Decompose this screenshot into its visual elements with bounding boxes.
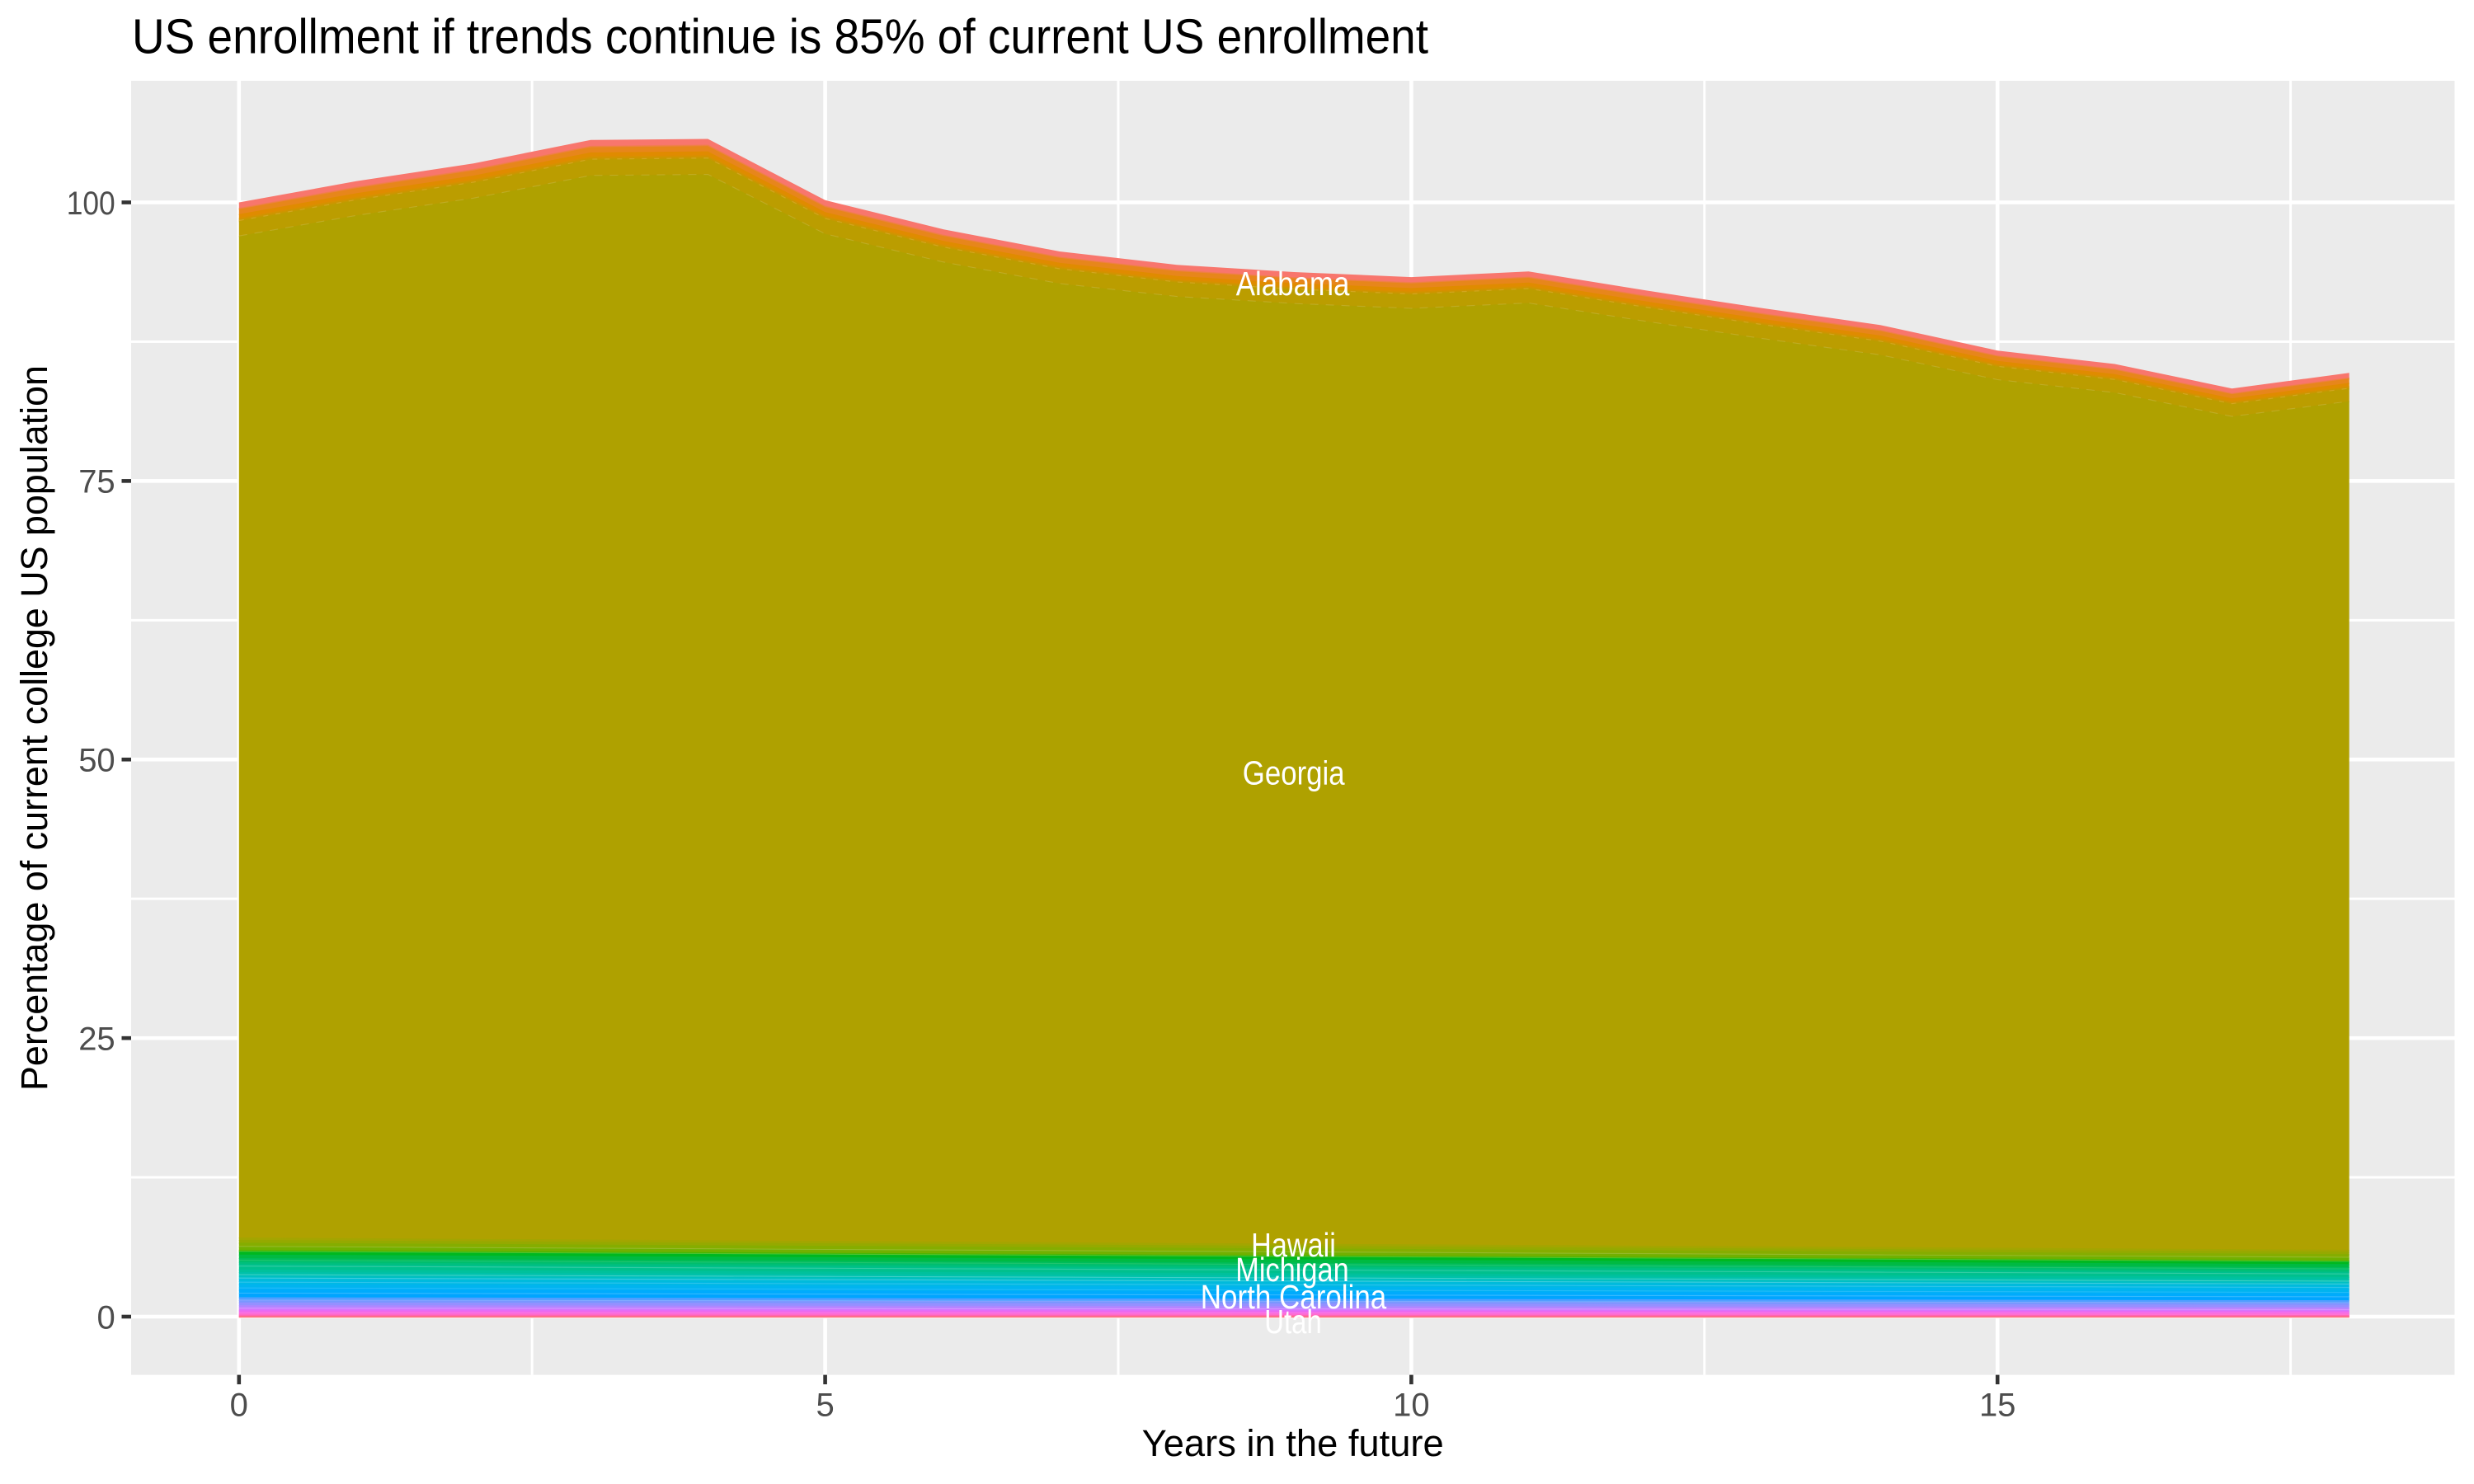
- svg-text:25: 25: [78, 1021, 115, 1057]
- svg-text:Georgia: Georgia: [1243, 754, 1345, 792]
- svg-text:Michigan: Michigan: [1235, 1251, 1349, 1289]
- svg-text:US enrollment if trends contin: US enrollment if trends continue is 85% …: [132, 10, 1428, 64]
- svg-text:100: 100: [67, 186, 115, 222]
- svg-text:0: 0: [96, 1299, 115, 1336]
- svg-text:15: 15: [1979, 1388, 2016, 1424]
- svg-text:Hawaii: Hawaii: [1251, 1226, 1336, 1264]
- svg-text:50: 50: [78, 743, 115, 779]
- svg-text:North Carolina: North Carolina: [1201, 1278, 1387, 1316]
- svg-text:0: 0: [230, 1388, 248, 1424]
- svg-text:10: 10: [1393, 1388, 1430, 1424]
- svg-text:Percentage of current college: Percentage of current college US populat…: [13, 365, 55, 1091]
- svg-text:5: 5: [816, 1388, 834, 1424]
- svg-text:Years in the future: Years in the future: [1142, 1422, 1444, 1464]
- svg-text:Utah: Utah: [1264, 1303, 1322, 1341]
- svg-text:Alabama: Alabama: [1236, 265, 1350, 303]
- svg-text:75: 75: [78, 464, 115, 500]
